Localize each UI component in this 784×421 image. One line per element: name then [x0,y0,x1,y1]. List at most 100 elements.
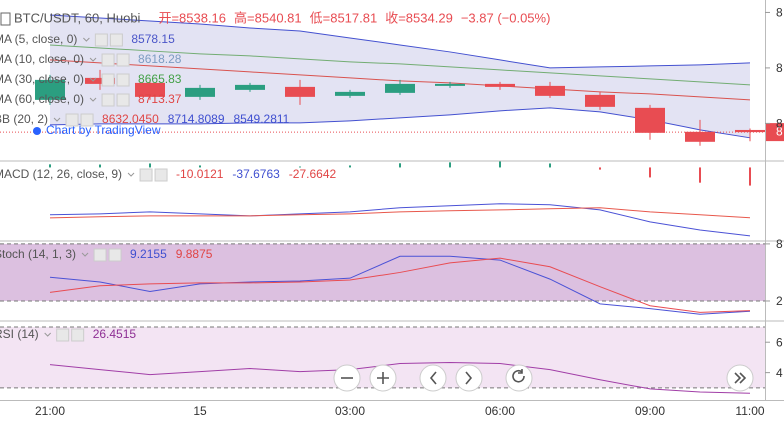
scroll-right-button[interactable] [455,364,483,392]
histogram-bar [99,164,101,168]
y-tick-label: 8 [776,61,783,75]
legend-icon [94,33,108,47]
legend-label: RSI (14) [0,327,39,341]
y-tick-label: 2 [776,294,783,308]
legend-icon [101,93,115,107]
histogram-bar [449,162,451,168]
overlay-layer: 8 21:00 15 03:00 06:00 09:00 11:00 Chart by Tra… [0,6,784,418]
scroll-left-button[interactable] [419,364,447,392]
legend-dropdown [89,97,97,102]
y-tick-label: 8 [776,6,783,20]
right-icon [465,371,473,385]
histogram-bar [699,167,701,183]
histogram-bar [399,163,401,168]
symbol-icon [0,12,11,26]
legend-label: MA (60, close, 0) [0,92,84,106]
band-fill [0,243,765,301]
histogram-bar [549,163,551,168]
legend-label: MA (10, close, 0) [0,52,84,66]
histogram-bar [749,167,751,186]
plot-layer [0,14,765,394]
legend-value: 26.4515 [93,327,137,341]
watermark: Chart by TradingView [46,123,161,137]
legend-dropdown [89,77,97,82]
histogram-bar [599,167,601,170]
plus-icon [377,372,389,384]
candle-body [735,129,765,133]
indicator-line [49,203,751,237]
histogram-bar [199,165,201,168]
legend-icon [109,33,123,47]
candle-body [85,77,115,84]
candle-body [385,83,415,93]
legend-dropdown [44,332,52,337]
legend-value: 8618.28 [138,52,182,66]
indicator-line [49,14,751,69]
candle-body [685,131,715,142]
candle-body [485,83,515,87]
legend-dropdown [83,37,90,42]
time-label: 03:00 [335,404,365,418]
indicator-line [49,257,751,313]
legend-value: 8578.15 [131,32,175,46]
legend-value: -10.0121 [176,167,224,181]
histogram-bar [299,166,301,168]
histogram-bar [149,163,151,168]
indicator-line [49,361,751,394]
legend-value: 9.8875 [176,247,213,261]
candle-body [585,94,615,107]
indicator-line [49,107,751,139]
y-tick-label: 8 [776,237,783,251]
y-tick-label: 6 [776,335,783,349]
legend-icon [108,248,122,262]
band-fill [50,14,750,138]
chart-title: BTC/USDT, 60, Huobi [14,10,141,25]
reset-button[interactable] [505,364,533,392]
legend-value: 9.2155 [130,247,167,261]
histogram-bar [349,165,351,168]
legend-label: MACD (12, 26, close, 9) [0,167,122,181]
candle-body [135,82,165,97]
last-price-tag [766,123,784,142]
left-icon [429,371,437,385]
legend-icon [65,113,79,127]
legend-value: 8713.37 [138,92,182,106]
candle-body [435,83,465,86]
legend-value: 8632.0450 [102,112,159,126]
candle-body [185,87,215,97]
legend-label: MA (30, close, 0) [0,72,84,86]
ohlc-value: 低=8517.81 [310,10,378,25]
time-label: 15 [193,404,207,418]
legend-icon [116,73,130,87]
y-tick-label: 4 [776,366,783,380]
time-label: 21:00 [35,404,65,418]
reset-icon [512,369,525,383]
legend-label: MA (5, close, 0) [0,32,77,46]
candle-body [35,79,65,100]
legend-icon [101,73,115,87]
legend-value: 8714.8089 [168,112,225,126]
indicator-line [49,207,751,219]
legend-label: BB (20, 2) [0,112,48,126]
legend-label: Stoch (14, 1, 3) [0,247,76,261]
forward-icon [734,372,747,384]
ohlc-value: 高=8540.81 [234,10,302,25]
last-price-label: 8 [776,124,783,138]
legend-icon [71,328,85,342]
ohlc-value: 收=8534.29 [385,10,453,25]
legend-icon [93,248,107,262]
indicator-line [49,255,751,315]
ohlc-value: −3.87 (−0.05%) [461,10,551,25]
legend-dropdown [89,57,97,62]
legend-icon [139,168,153,182]
legend-icon [154,168,168,182]
time-label: 06:00 [485,404,515,418]
y-tick-label: 8 [776,117,783,131]
legend-dropdown [127,172,135,177]
histogram-bar [499,161,501,168]
legend-icon [101,53,115,67]
legend-dropdown [53,117,61,122]
candle-body [635,107,665,133]
